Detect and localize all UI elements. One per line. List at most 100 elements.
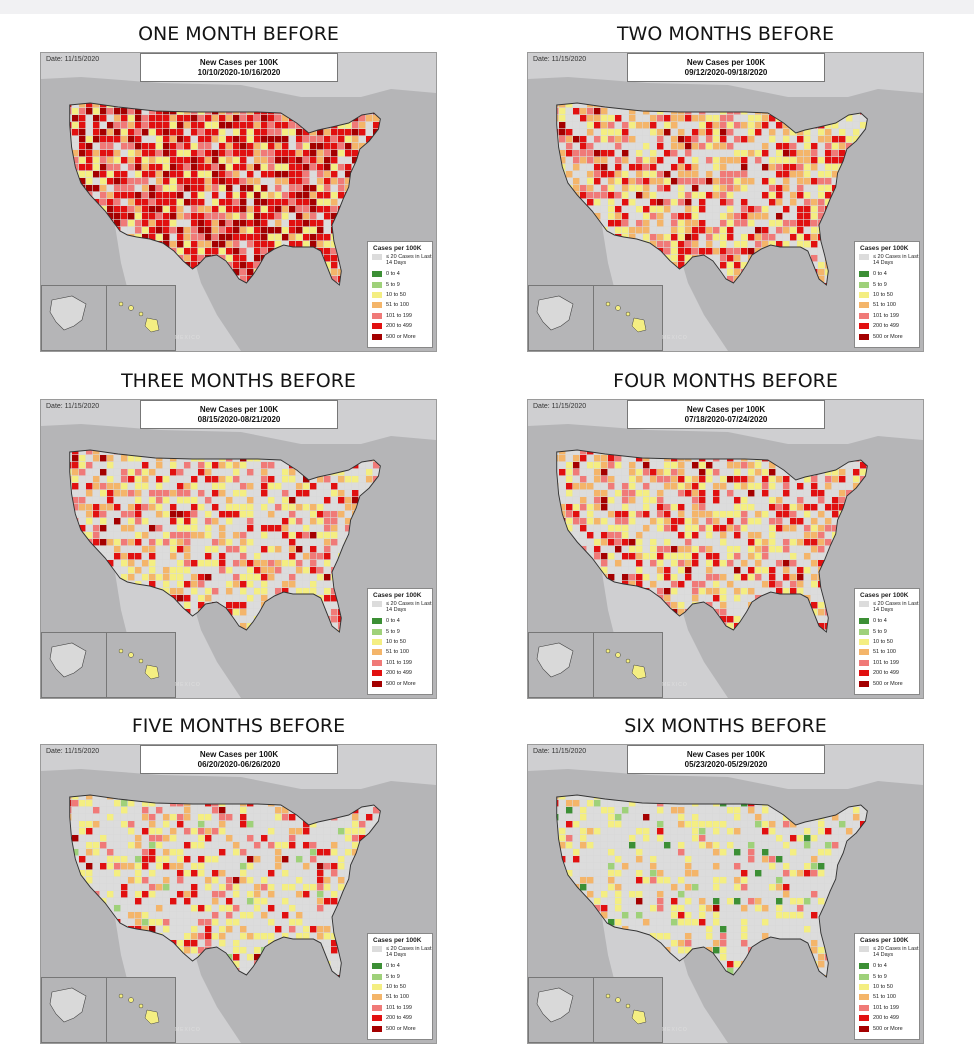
legend-item: 200 to 499 [859, 668, 919, 678]
legend-item: 10 to 50 [372, 290, 432, 300]
legend-label: 101 to 199 [873, 1004, 899, 1011]
hawaii-inset [106, 632, 176, 698]
alaska-inset [41, 632, 107, 698]
legend-label: 500 or More [386, 1025, 416, 1032]
legend-label: 51 to 100 [873, 649, 896, 656]
legend-swatch [859, 973, 869, 980]
legend-swatch [859, 1025, 869, 1032]
legend-label: 10 to 50 [386, 291, 406, 298]
legend-item: 51 to 100 [372, 300, 432, 310]
legend: Cases per 100K ≤ 20 Cases in Last 14 Days… [854, 588, 920, 695]
map-header-box: New Cases per 100K 06/20/2020-06/26/2020 [140, 745, 338, 774]
map-header-box: New Cases per 100K 08/15/2020-08/21/2020 [140, 400, 338, 429]
legend-item: 0 to 4 [859, 269, 919, 279]
legend-swatch [372, 628, 382, 635]
legend-swatch [859, 271, 869, 278]
legend-title: Cases per 100K [860, 592, 909, 599]
panel-title: FOUR MONTHS BEFORE [613, 370, 838, 392]
legend-item: 51 to 100 [372, 647, 432, 657]
legend-swatch [372, 973, 382, 980]
legend-label: 200 to 499 [873, 1015, 899, 1022]
panel-title: THREE MONTHS BEFORE [121, 370, 356, 392]
alaska-inset [528, 977, 594, 1043]
alaska-inset [528, 285, 594, 351]
county-map: Date: 11/15/2020 New Cases per 100K 06/20/… [40, 744, 437, 1044]
legend-item: 5 to 9 [859, 626, 919, 636]
us-map-graphic [41, 53, 436, 351]
legend-item: 5 to 9 [372, 279, 432, 289]
legend-label: 5 to 9 [873, 628, 887, 635]
legend-swatch [859, 302, 869, 309]
legend-item: 5 to 9 [372, 971, 432, 981]
legend-label: 10 to 50 [873, 638, 893, 645]
us-outline [69, 449, 381, 633]
legend-item: 5 to 9 [859, 971, 919, 981]
legend-swatch [859, 963, 869, 970]
legend-swatch [372, 618, 382, 625]
legend-swatch [372, 1015, 382, 1022]
legend-label: 0 to 4 [386, 618, 400, 625]
us-map-graphic [41, 400, 436, 698]
legend-label: 5 to 9 [873, 281, 887, 288]
county-map: Date: 11/15/2020 New Cases per 100K 10/10/… [40, 52, 437, 352]
legend-swatch [372, 254, 382, 260]
legend-item: 500 or More [372, 1023, 432, 1033]
legend-swatch [859, 659, 869, 666]
map-date-range: 05/23/2020-05/29/2020 [684, 760, 768, 769]
legend-label: 10 to 50 [873, 291, 893, 298]
legend-swatch [859, 333, 869, 340]
map-date-range: 10/10/2020-10/16/2020 [197, 68, 281, 77]
legend-swatch [372, 659, 382, 666]
legend-label: 200 to 499 [386, 670, 412, 677]
map-header-box: New Cases per 100K 07/18/2020-07/24/2020 [627, 400, 825, 429]
map-date-range: 09/12/2020-09/18/2020 [684, 68, 768, 77]
legend-item: 10 to 50 [372, 982, 432, 992]
legend-swatch [372, 1025, 382, 1032]
legend: Cases per 100K ≤ 20 Cases in Last 14 Days… [367, 588, 433, 695]
legend-swatch [372, 312, 382, 319]
alaska-inset [528, 632, 594, 698]
map-header-box: New Cases per 100K 05/23/2020-05/29/2020 [627, 745, 825, 774]
legend-item: ≤ 20 Cases in Last 14 Days [372, 601, 432, 616]
legend-label: 51 to 100 [386, 649, 409, 656]
legend-title: Cases per 100K [373, 245, 422, 252]
legend-label: 0 to 4 [386, 271, 400, 278]
legend-title: Cases per 100K [373, 937, 422, 944]
legend-item: ≤ 20 Cases in Last 14 Days [859, 601, 919, 616]
legend-label: ≤ 20 Cases in Last 14 Days [386, 946, 432, 958]
legend-swatch [859, 638, 869, 645]
legend-label: 51 to 100 [386, 994, 409, 1001]
mexico-label: MEXICO [175, 335, 201, 341]
legend-swatch [859, 994, 869, 1001]
legend-item: 200 to 499 [859, 321, 919, 331]
legend-label: 51 to 100 [386, 302, 409, 309]
legend: Cases per 100K ≤ 20 Cases in Last 14 Days… [854, 241, 920, 348]
map-header-title: New Cases per 100K [686, 405, 766, 414]
mexico-label: MEXICO [662, 335, 688, 341]
legend-item: 101 to 199 [859, 658, 919, 668]
legend-item: 51 to 100 [859, 300, 919, 310]
legend-item: 0 to 4 [859, 616, 919, 626]
legend-label: 0 to 4 [873, 271, 887, 278]
mexico-label: MEXICO [175, 1027, 201, 1033]
legend: Cases per 100K ≤ 20 Cases in Last 14 Days… [854, 933, 920, 1040]
legend-label: 500 or More [873, 680, 903, 687]
legend-label: 0 to 4 [386, 963, 400, 970]
legend-label: 200 to 499 [873, 670, 899, 677]
legend-item: 5 to 9 [372, 626, 432, 636]
mexico-label: MEXICO [662, 682, 688, 688]
legend-item: 0 to 4 [372, 269, 432, 279]
legend-item: ≤ 20 Cases in Last 14 Days [859, 946, 919, 961]
map-header-title: New Cases per 100K [686, 750, 766, 759]
legend-item: 200 to 499 [859, 1013, 919, 1023]
legend-swatch [859, 601, 869, 607]
legend-item: 101 to 199 [859, 1003, 919, 1013]
legend-swatch [372, 271, 382, 278]
legend-label: ≤ 20 Cases in Last 14 Days [873, 601, 919, 613]
legend-swatch [859, 983, 869, 990]
legend-swatch [372, 946, 382, 952]
us-outline [69, 794, 381, 978]
date-label: Date: 11/15/2020 [46, 403, 100, 410]
legend-item: 500 or More [372, 331, 432, 341]
legend-item: 10 to 50 [372, 637, 432, 647]
